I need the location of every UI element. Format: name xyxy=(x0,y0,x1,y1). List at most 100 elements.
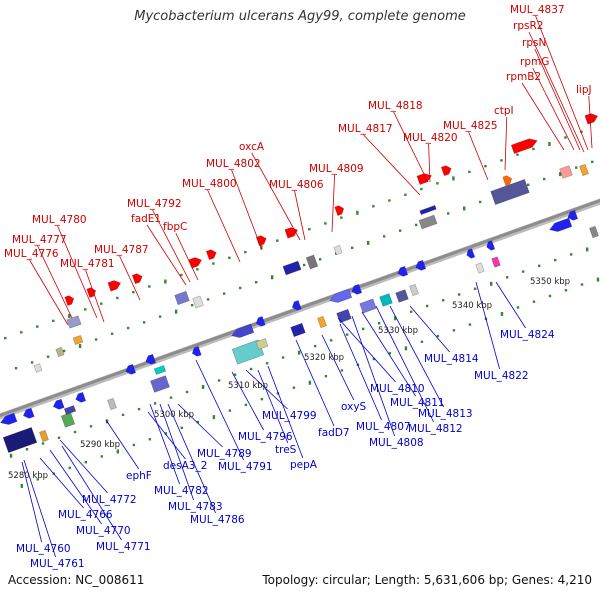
gene-arrow[interactable] xyxy=(205,248,218,261)
gene-box-feature[interactable] xyxy=(418,214,438,230)
gene-arrow[interactable] xyxy=(230,323,255,340)
gene-label-top[interactable]: MUL_4800 xyxy=(182,178,237,190)
gene-label-top[interactable]: rpmB2 xyxy=(506,71,541,83)
reverse-gene[interactable] xyxy=(144,353,157,366)
gene-arrow[interactable] xyxy=(131,272,144,285)
gene-label-top[interactable]: MUL_4809 xyxy=(309,163,364,175)
gene-box[interactable] xyxy=(282,260,302,276)
gene-box-feature[interactable] xyxy=(107,397,117,411)
gene-box[interactable] xyxy=(192,295,204,309)
gene-arrow[interactable] xyxy=(396,265,409,278)
gene-label-bottom[interactable]: MUL_4761 xyxy=(30,558,85,570)
gene-box-feature[interactable] xyxy=(379,293,393,307)
gene-arrow[interactable] xyxy=(350,283,363,296)
gene-box[interactable] xyxy=(379,293,393,307)
gene-box[interactable] xyxy=(305,254,319,270)
gene-box[interactable] xyxy=(395,289,409,303)
gene-label-top[interactable]: oxcA xyxy=(239,141,265,153)
gene-label-bottom[interactable]: MUL_4813 xyxy=(418,408,473,420)
reverse-gene[interactable] xyxy=(0,412,18,427)
gene-box[interactable] xyxy=(333,244,343,256)
gene-box-feature[interactable] xyxy=(192,295,204,309)
label-layer[interactable]: 5280 kbp 5290 kbp 5300 kbp 5310 kbp 5320 kbp… xyxy=(4,4,592,570)
gene-box[interactable] xyxy=(491,256,501,268)
gene-label-bottom[interactable]: MUL_4782 xyxy=(154,485,209,497)
gene-box-feature[interactable] xyxy=(336,308,352,324)
gene-label-bottom[interactable]: MUL_4770 xyxy=(76,525,131,537)
forward-gene[interactable] xyxy=(205,248,218,261)
gene-arrow[interactable] xyxy=(0,412,18,427)
gene-box[interactable] xyxy=(559,165,573,179)
gene-box-feature[interactable] xyxy=(475,262,485,274)
gene-label-bottom[interactable]: fadD7 xyxy=(318,427,350,439)
gene-arrow[interactable] xyxy=(584,112,599,125)
gene-label-top[interactable]: MUL_4837 xyxy=(510,4,565,16)
gene-box[interactable] xyxy=(39,429,49,443)
gene-label-bottom[interactable]: oxyS xyxy=(341,401,367,413)
gene-box-feature[interactable] xyxy=(395,289,409,303)
gene-arrow[interactable] xyxy=(291,300,302,311)
gene-box[interactable] xyxy=(107,397,117,411)
feature-layer[interactable] xyxy=(0,112,599,453)
gene-box-feature[interactable] xyxy=(39,429,49,443)
gene-arrow[interactable] xyxy=(465,248,476,260)
gene-box-feature[interactable] xyxy=(63,405,77,415)
gene-arrow[interactable] xyxy=(328,288,353,305)
gene-arrow[interactable] xyxy=(416,171,433,185)
gene-box[interactable] xyxy=(589,225,599,239)
gene-box-feature[interactable] xyxy=(491,256,501,268)
gene-box-feature[interactable] xyxy=(490,178,530,206)
gene-box-feature[interactable] xyxy=(359,298,377,314)
gene-arrow[interactable] xyxy=(64,294,76,306)
reverse-gene[interactable] xyxy=(485,240,496,252)
forward-gene[interactable] xyxy=(188,256,203,269)
gene-label-bottom[interactable]: MUL_4796 xyxy=(238,431,293,443)
gene-box[interactable] xyxy=(409,283,419,297)
gene-arrow[interactable] xyxy=(107,279,122,292)
gene-box-feature[interactable] xyxy=(55,346,65,358)
gene-label-top[interactable]: MUL_4792 xyxy=(127,198,182,210)
forward-gene[interactable] xyxy=(440,164,453,177)
reverse-gene[interactable] xyxy=(350,283,363,296)
reverse-gene[interactable] xyxy=(548,217,573,234)
gene-arrow[interactable] xyxy=(74,391,87,404)
gene-label-bottom[interactable]: MUL_4807 xyxy=(356,421,411,433)
gene-label-top[interactable]: lipJ xyxy=(576,84,592,96)
gene-label-top[interactable]: MUL_4802 xyxy=(206,158,261,170)
gene-label-top[interactable]: MUL_4825 xyxy=(443,120,498,132)
gene-label-top[interactable]: MUL_4780 xyxy=(32,214,87,226)
reverse-gene[interactable] xyxy=(52,398,65,411)
gene-label-bottom[interactable]: MUL_4789 xyxy=(197,448,252,460)
forward-gene[interactable] xyxy=(86,286,98,298)
gene-label-bottom[interactable]: MUL_4824 xyxy=(500,329,555,341)
gene-box[interactable] xyxy=(2,427,38,453)
reverse-gene[interactable] xyxy=(465,248,476,260)
gene-label-bottom[interactable]: MUL_4766 xyxy=(58,509,113,521)
gene-label-top[interactable]: fadE1 xyxy=(131,213,161,225)
gene-box-feature[interactable] xyxy=(317,315,327,329)
gene-box-feature[interactable] xyxy=(333,244,343,256)
gene-arrow[interactable] xyxy=(124,363,137,376)
reverse-gene[interactable] xyxy=(124,363,137,376)
gene-arrow[interactable] xyxy=(191,346,202,357)
gene-box[interactable] xyxy=(153,365,167,375)
reverse-gene[interactable] xyxy=(230,323,255,340)
forward-gene[interactable] xyxy=(255,234,268,247)
gene-box[interactable] xyxy=(55,346,65,358)
reverse-gene[interactable] xyxy=(396,265,409,278)
gene-box[interactable] xyxy=(359,298,377,314)
gene-label-bottom[interactable]: MUL_4786 xyxy=(190,514,245,526)
forward-gene[interactable] xyxy=(131,272,144,285)
gene-label-top[interactable]: MUL_4820 xyxy=(403,132,458,144)
gene-label-top[interactable]: MUL_4781 xyxy=(60,258,115,270)
gene-box-feature[interactable] xyxy=(33,363,43,373)
gene-box[interactable] xyxy=(63,405,77,415)
gene-label-bottom[interactable]: MUL_4772 xyxy=(82,494,137,506)
gene-label-bottom[interactable]: MUL_4812 xyxy=(408,423,463,435)
gene-arrow[interactable] xyxy=(52,398,65,411)
gene-box[interactable] xyxy=(419,205,437,215)
gene-box[interactable] xyxy=(150,375,170,393)
gene-box[interactable] xyxy=(72,334,84,346)
forward-gene[interactable] xyxy=(107,279,122,292)
